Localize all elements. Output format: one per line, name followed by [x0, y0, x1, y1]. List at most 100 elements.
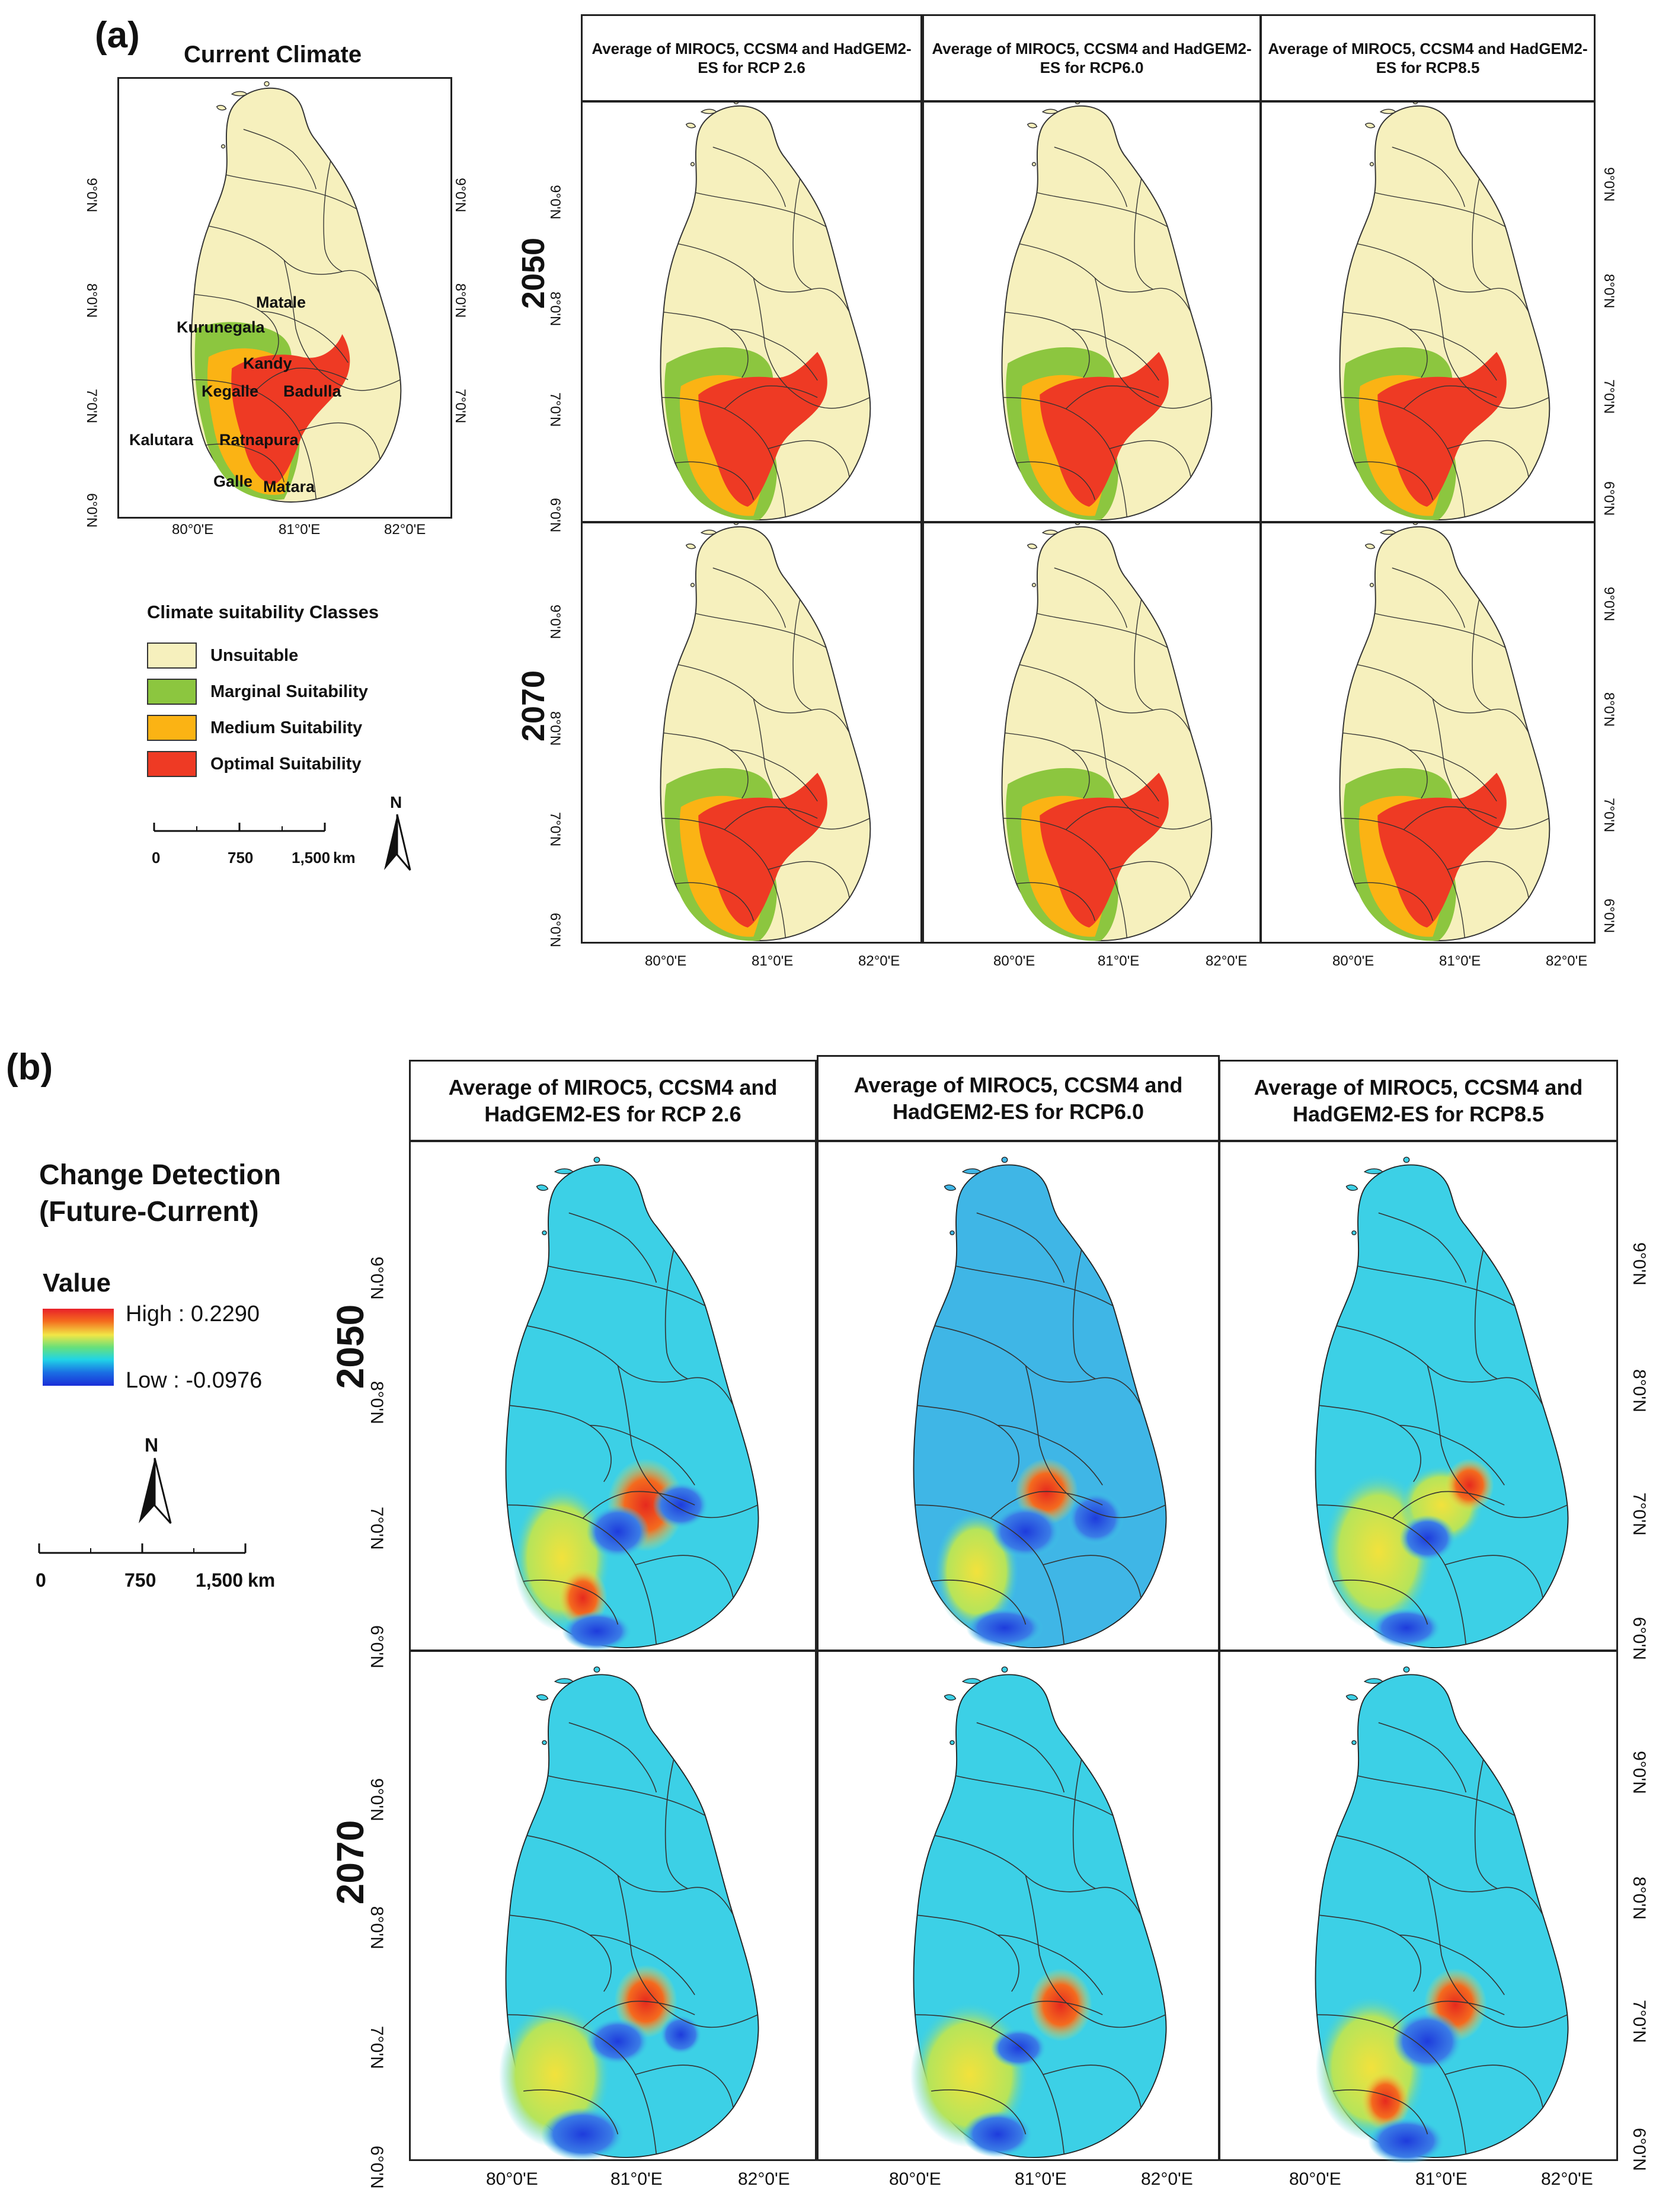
panel-a-label: (a)	[95, 15, 140, 56]
scale-a-tick-0: 0	[152, 849, 161, 867]
b-lon-tick: 82°0'E	[738, 2169, 790, 2189]
current-lat-tick: 8°0'N	[84, 283, 100, 318]
a-lat-tick-left: 8°0'N	[547, 711, 563, 746]
b-lat-tick-right: 9°0'N	[1629, 1751, 1649, 1794]
b-lat-tick-left: 6°0'N	[367, 2146, 386, 2189]
b-lat-tick-left: 9°0'N	[367, 1257, 386, 1300]
change-legend-low: Low : -0.0976	[126, 1368, 263, 1393]
header-a-rcp26: Average of MIROC5, CCSM4 and HadGEM2-ES …	[581, 14, 922, 102]
b-lat-tick-right: 8°0'N	[1629, 1369, 1649, 1412]
a-lon-tick: 82°0'E	[1206, 953, 1248, 969]
legend-label-marginal: Marginal Suitability	[210, 682, 368, 701]
b-lon-tick: 81°0'E	[1015, 2169, 1067, 2189]
a-lon-tick: 82°0'E	[1546, 953, 1588, 969]
district-label-kandy: Kandy	[243, 354, 292, 372]
a-lat-tick-right: 7°0'N	[1601, 379, 1617, 414]
a-lat-tick-left: 9°0'N	[547, 605, 563, 640]
district-label-badulla: Badulla	[283, 382, 341, 400]
current-lat-tick: 6°0'N	[84, 493, 100, 528]
suitability-map-2050-rcp60	[922, 101, 1261, 523]
b-lon-tick: 82°0'E	[1541, 2169, 1593, 2189]
legend-swatch-unsuitable	[147, 642, 197, 669]
year-label-b-2050: 2050	[329, 1304, 372, 1389]
suitability-legend-title: Climate suitability Classes	[147, 602, 379, 622]
current-lat-tick: 7°0'N	[84, 389, 100, 424]
legend-swatch-marginal	[147, 679, 197, 705]
a-lon-tick: 81°0'E	[1098, 953, 1140, 969]
scale-b-tick-0: 0	[36, 1570, 46, 1591]
suitability-map-2070-rcp60	[922, 522, 1261, 944]
change-map-2050-rcp60	[817, 1140, 1220, 1651]
b-lon-tick: 81°0'E	[1415, 2169, 1468, 2189]
year-label-b-2070: 2070	[329, 1820, 372, 1905]
b-lat-tick-left: 8°0'N	[367, 1906, 386, 1949]
north-arrow-icon-b	[139, 1457, 172, 1524]
north-label-a: N	[390, 793, 402, 811]
b-lon-tick: 80°0'E	[889, 2169, 941, 2189]
a-lon-tick: 80°0'E	[1332, 953, 1374, 969]
district-label-kalutara: Kalutara	[129, 431, 194, 449]
a-lon-tick: 80°0'E	[645, 953, 687, 969]
b-lon-tick: 80°0'E	[1289, 2169, 1341, 2189]
a-lat-tick-right: 9°0'N	[1601, 167, 1617, 202]
b-lat-tick-left: 7°0'N	[367, 2026, 386, 2069]
scale-b-tick-1500: 1,500	[196, 1570, 244, 1591]
suitability-map-2050-rcp85	[1260, 101, 1596, 523]
current-lon-tick: 81°0'E	[279, 522, 321, 538]
a-lat-tick-left: 8°0'N	[547, 292, 563, 327]
current-lon-tick: 80°0'E	[172, 522, 214, 538]
b-lat-tick-right: 7°0'N	[1629, 1492, 1649, 1536]
scale-a-unit: km	[333, 849, 356, 867]
b-lat-tick-right: 6°0'N	[1629, 2128, 1649, 2171]
header-b-rcp85: Average of MIROC5, CCSM4 and HadGEM2-ES …	[1219, 1060, 1618, 1142]
scale-bar-b	[38, 1543, 247, 1554]
district-label-matale: Matale	[256, 293, 306, 311]
north-arrow-icon	[384, 814, 411, 871]
a-lat-tick-left: 6°0'N	[547, 913, 563, 948]
district-label-galle: Galle	[213, 472, 253, 490]
legend-swatch-optimal	[147, 751, 197, 777]
a-lon-tick: 82°0'E	[858, 953, 900, 969]
suitability-map-2070-rcp26	[581, 522, 922, 944]
change-map-2070-rcp26	[409, 1650, 817, 2161]
a-lon-tick: 81°0'E	[752, 953, 794, 969]
district-label-kegalle: Kegalle	[202, 382, 259, 400]
a-lat-tick-right: 6°0'N	[1601, 899, 1617, 934]
b-lat-tick-right: 9°0'N	[1629, 1242, 1649, 1286]
b-lat-tick-right: 7°0'N	[1629, 2000, 1649, 2043]
a-lat-tick-left: 9°0'N	[547, 185, 563, 220]
current-lat-tick: 9°0'N	[84, 178, 100, 213]
header-a-rcp85: Average of MIROC5, CCSM4 and HadGEM2-ES …	[1260, 14, 1596, 102]
north-label-b: N	[145, 1434, 159, 1456]
legend-swatch-medium	[147, 715, 197, 741]
scale-a-tick-1500: 1,500	[292, 849, 331, 867]
a-lat-tick-right: 9°0'N	[1601, 587, 1617, 622]
change-map-2070-rcp60	[817, 1650, 1220, 2161]
a-lon-tick: 81°0'E	[1439, 953, 1481, 969]
a-lat-tick-right: 8°0'N	[1601, 692, 1617, 727]
b-lon-tick: 82°0'E	[1141, 2169, 1193, 2189]
change-colorbar	[43, 1309, 114, 1386]
change-map-2050-rcp85	[1219, 1140, 1618, 1651]
change-legend-title-2: (Future-Current)	[39, 1196, 259, 1228]
header-b-rcp60: Average of MIROC5, CCSM4 and HadGEM2-ES …	[817, 1055, 1220, 1142]
a-lat-tick-left: 7°0'N	[547, 392, 563, 427]
change-legend-high: High : 0.2290	[126, 1302, 260, 1326]
current-lat-tick-right: 7°0'N	[452, 389, 468, 424]
suitability-map-2050-rcp26	[581, 101, 922, 523]
district-label-ratnapura: Ratnapura	[219, 431, 299, 449]
a-lat-tick-left: 7°0'N	[547, 812, 563, 847]
b-lat-tick-right: 6°0'N	[1629, 1617, 1649, 1660]
scale-b-unit: km	[248, 1570, 276, 1591]
a-lon-tick: 80°0'E	[993, 953, 1035, 969]
panel-b-label: (b)	[6, 1047, 53, 1088]
a-lat-tick-left: 6°0'N	[547, 498, 563, 533]
b-lat-tick-right: 8°0'N	[1629, 1877, 1649, 1920]
current-climate-title: Current Climate	[184, 41, 362, 68]
current-lat-tick-right: 8°0'N	[452, 283, 468, 318]
header-a-rcp60: Average of MIROC5, CCSM4 and HadGEM2-ES …	[922, 14, 1261, 102]
change-legend-value-title: Value	[43, 1268, 111, 1297]
b-lat-tick-left: 9°0'N	[367, 1778, 386, 1821]
current-lon-tick: 82°0'E	[384, 522, 426, 538]
change-map-2070-rcp85	[1219, 1650, 1618, 2161]
